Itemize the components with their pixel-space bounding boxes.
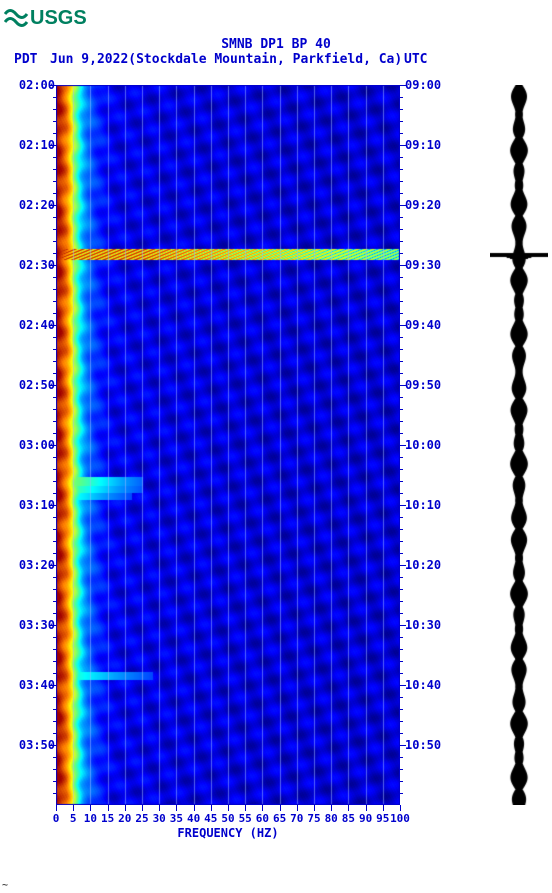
y-right-tick-label: 10:20 (405, 558, 441, 572)
x-tick-label: 25 (135, 812, 148, 825)
x-tick-label: 75 (307, 812, 320, 825)
x-tick-label: 85 (342, 812, 355, 825)
svg-text:USGS: USGS (30, 7, 87, 29)
x-tick-label: 100 (390, 812, 410, 825)
x-tick-label: 5 (70, 812, 77, 825)
y-right-tick-label: 09:10 (405, 138, 441, 152)
y-right-tick-label: 10:30 (405, 618, 441, 632)
x-tick-label: 95 (376, 812, 389, 825)
y-right-tick-label: 10:50 (405, 738, 441, 752)
chart-title: SMNB DP1 BP 40 (0, 37, 552, 52)
x-tick-label: 65 (273, 812, 286, 825)
spectrogram (56, 85, 400, 805)
x-tick-label: 80 (325, 812, 338, 825)
x-tick-label: 90 (359, 812, 372, 825)
waveform-canvas (490, 85, 548, 805)
x-tick-label: 50 (221, 812, 234, 825)
spectrogram-canvas (56, 85, 400, 805)
x-tick-label: 10 (84, 812, 97, 825)
y-right-tick-label: 09:40 (405, 318, 441, 332)
y-right-tick-label: 09:00 (405, 78, 441, 92)
x-tick-label: 30 (153, 812, 166, 825)
x-tick-label: 15 (101, 812, 114, 825)
y-right-tick-label: 10:00 (405, 438, 441, 452)
x-tick-label: 20 (118, 812, 131, 825)
x-tick-label: 0 (53, 812, 60, 825)
y-right-tick-label: 09:20 (405, 198, 441, 212)
x-tick-label: 55 (239, 812, 252, 825)
date-location: Jun 9,2022(Stockdale Mountain, Parkfield… (50, 52, 402, 67)
x-axis-title: FREQUENCY (HZ) (56, 826, 400, 840)
y-right-tick-label: 10:10 (405, 498, 441, 512)
x-tick-label: 40 (187, 812, 200, 825)
waveform (490, 85, 548, 805)
pdt-label: PDT (14, 52, 37, 67)
y-right-tick-label: 09:30 (405, 258, 441, 272)
x-tick-label: 35 (170, 812, 183, 825)
x-tick-label: 60 (256, 812, 269, 825)
x-tick-label: 70 (290, 812, 303, 825)
usgs-logo: USGS (4, 4, 96, 30)
y-right-tick-label: 09:50 (405, 378, 441, 392)
x-tick-label: 45 (204, 812, 217, 825)
utc-label: UTC (404, 52, 427, 67)
y-right-tick-label: 10:40 (405, 678, 441, 692)
footer-mark: ~ (2, 880, 8, 891)
